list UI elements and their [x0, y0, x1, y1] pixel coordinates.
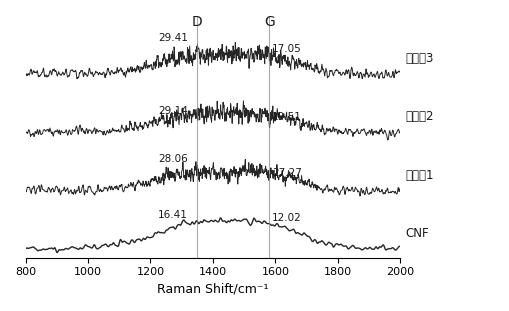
Text: 28.06: 28.06 [158, 154, 188, 164]
Text: 实施兣2: 实施兣2 [404, 110, 433, 123]
Text: 实施兣3: 实施兣3 [404, 52, 433, 65]
Text: 12.02: 12.02 [272, 213, 301, 223]
Text: 29.41: 29.41 [158, 33, 188, 43]
X-axis label: Raman Shift/cm⁻¹: Raman Shift/cm⁻¹ [157, 283, 268, 296]
Text: D: D [191, 15, 202, 29]
Text: 实施兣1: 实施兣1 [404, 169, 433, 182]
Text: CNF: CNF [404, 227, 428, 240]
Text: 29.14: 29.14 [158, 105, 188, 115]
Text: 27.27: 27.27 [272, 168, 302, 178]
Text: 17.05: 17.05 [272, 44, 301, 54]
Text: 19.51: 19.51 [272, 112, 302, 122]
Text: G: G [263, 15, 274, 29]
Text: 16.41: 16.41 [158, 210, 188, 220]
